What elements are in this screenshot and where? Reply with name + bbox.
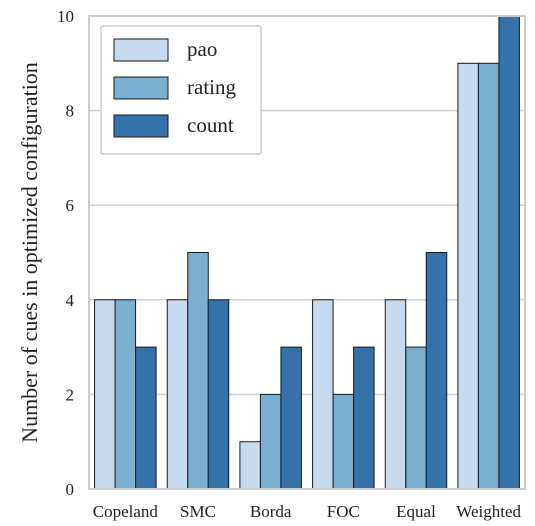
legend-swatch-pao [113, 38, 169, 62]
legend: pao rating count [100, 25, 262, 155]
y-tick-label: 2 [66, 385, 75, 404]
bar-count-smc [207, 299, 230, 490]
bar-count-equal [425, 252, 448, 490]
bar-rating-foc [332, 393, 355, 490]
y-axis-title: Number of cues in optimized configuratio… [17, 62, 42, 443]
bar-rating-copeland [114, 299, 137, 490]
bar-pao-copeland [94, 299, 116, 490]
bars [94, 15, 520, 490]
y-tick-label: 6 [66, 196, 75, 215]
y-tick-label: 10 [57, 7, 74, 26]
bar-pao-foc [312, 299, 334, 490]
x-tick-label: Copeland [93, 502, 159, 521]
bar-count-weighted [498, 15, 520, 490]
legend-label-rating: rating [187, 75, 236, 99]
bar-pao-smc [166, 299, 189, 490]
plot-border [88, 15, 526, 490]
y-tick-label: 0 [66, 480, 75, 499]
bar-rating-smc [187, 252, 209, 490]
bar-pao-equal [384, 299, 407, 490]
x-tick-label: Borda [250, 502, 292, 521]
legend-swatch-rating [113, 76, 169, 100]
bar-count-borda [280, 346, 302, 490]
y-tick-label: 8 [66, 102, 75, 121]
bar-rating-equal [405, 346, 427, 490]
bar-pao-weighted [457, 62, 479, 490]
x-tick-label: SMC [180, 502, 216, 521]
legend-label-count: count [187, 113, 234, 137]
bar-rating-borda [259, 393, 282, 490]
x-tick-label: Equal [396, 502, 436, 521]
plot-frame [88, 15, 526, 490]
legend-label-pao: pao [187, 37, 217, 61]
bar-rating-weighted [477, 62, 500, 490]
y-tick-label: 4 [66, 291, 75, 310]
legend-swatch-count [113, 114, 169, 138]
bar-pao-borda [239, 441, 261, 490]
bar-count-foc [353, 346, 375, 490]
y-tick-labels: 0 2 4 6 8 10 [57, 7, 75, 499]
x-tick-label: FOC [327, 502, 360, 521]
bar-count-copeland [135, 346, 157, 490]
x-tick-label: Weighted [456, 502, 521, 521]
x-tick-labels: Copeland SMC Borda FOC Equal Weighted [93, 502, 522, 521]
